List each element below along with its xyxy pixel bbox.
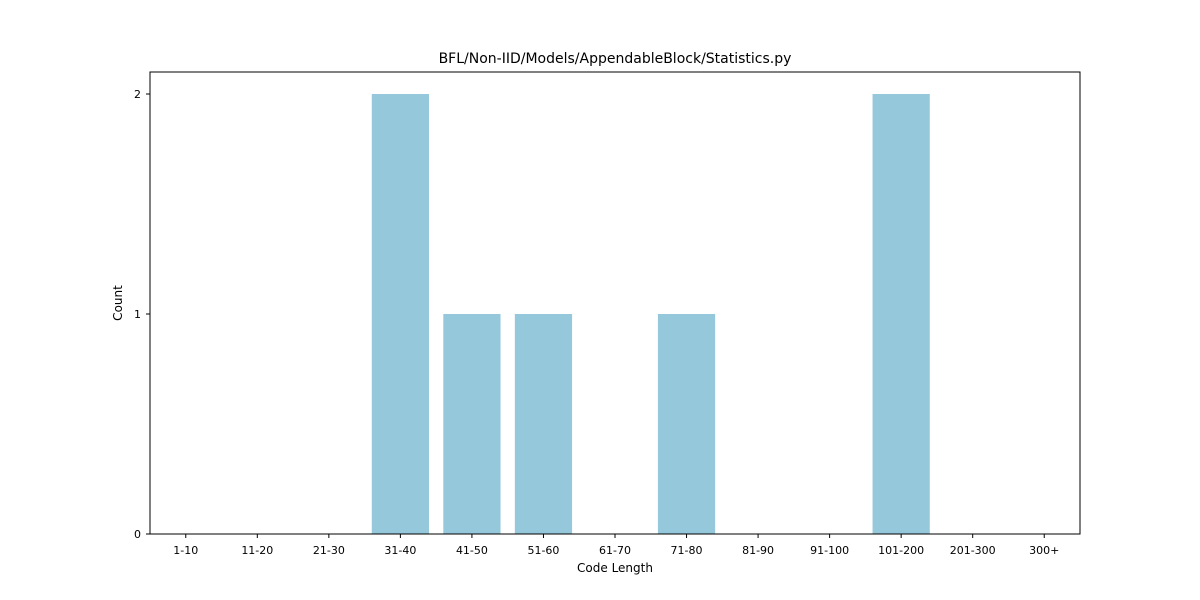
bar-51-60 — [514, 314, 573, 534]
x-tick-label: 41-50 — [456, 544, 488, 557]
y-tick-label: 1 — [134, 308, 141, 321]
bar-71-80 — [657, 314, 716, 534]
y-tick-label: 0 — [134, 528, 141, 541]
x-tick-label: 11-20 — [241, 544, 273, 557]
bar-41-50 — [443, 314, 501, 534]
x-tick-label: 61-70 — [599, 544, 631, 557]
bar-31-40 — [371, 94, 429, 534]
x-tick-label: 71-80 — [671, 544, 703, 557]
y-tick-label: 2 — [134, 88, 141, 101]
plot-area-frame — [149, 71, 1081, 535]
x-tick-label: 300+ — [1029, 544, 1059, 557]
y-axis-label: Count — [111, 285, 125, 321]
x-tick-label: 51-60 — [527, 544, 559, 557]
chart-title: BFL/Non-IID/Models/AppendableBlock/Stati… — [439, 51, 792, 67]
x-tick-label: 31-40 — [384, 544, 416, 557]
x-tick-label: 81-90 — [742, 544, 774, 557]
x-axis-label: Code Length — [577, 561, 653, 575]
bars-group — [371, 94, 930, 534]
x-tick-label: 21-30 — [313, 544, 345, 557]
x-tick-label: 1-10 — [173, 544, 198, 557]
bar-101-200 — [872, 94, 930, 534]
y-ticks-group: 0 1 2 — [134, 88, 150, 541]
x-ticks-group: 1-10 11-20 21-30 31-40 41-50 51-60 61-70 71-80 8… — [173, 534, 1059, 557]
x-tick-label: 101-200 — [878, 544, 924, 557]
x-tick-label: 91-100 — [810, 544, 849, 557]
x-tick-label: 201-300 — [950, 544, 996, 557]
